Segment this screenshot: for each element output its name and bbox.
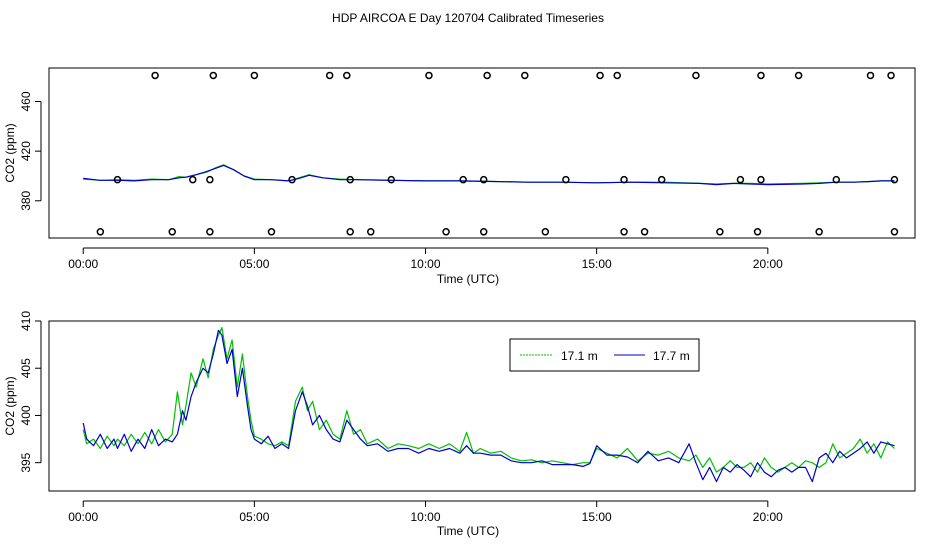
top-flag-marker-mid-row <box>479 175 488 184</box>
top-y-axis-label: CO2 (ppm) <box>3 123 17 182</box>
top-flag-marker-high-row <box>250 71 259 80</box>
legend-label-17-1m: 17.1 m <box>561 349 598 363</box>
bottom-y-tick-label: 410 <box>19 311 33 331</box>
bottom-x-axis-label: Time (UTC) <box>437 524 499 538</box>
bottom-x-tick-label: 00:00 <box>68 510 98 524</box>
bottom-y-tick-label: 395 <box>19 452 33 472</box>
top-flag-marker-high-row <box>794 71 803 80</box>
top-x-axis-label: Time (UTC) <box>437 272 499 286</box>
top-flag-marker-high-row <box>483 71 491 80</box>
top-flag-marker-mid-row <box>113 175 122 184</box>
bottom-plot-frame <box>48 320 916 492</box>
chart-title: HDP AIRCOA E Day 120704 Calibrated Times… <box>332 11 604 25</box>
top-y-tick-label: 460 <box>19 91 33 111</box>
top-flag-marker-high-row <box>425 71 433 80</box>
bottom-x-tick-label: 15:00 <box>582 510 612 524</box>
top-flag-marker-low-row <box>479 228 488 236</box>
top-flag-marker-mid-row <box>832 175 841 184</box>
bottom-y-tick-label: 400 <box>19 405 33 425</box>
top-flag-marker-mid-row <box>657 175 666 184</box>
top-flag-marker-mid-row <box>206 175 214 184</box>
top-plot-area <box>83 71 899 236</box>
top-flag-marker-low-row <box>541 228 550 236</box>
legend: 17.1 m 17.7 m <box>509 338 700 372</box>
top-flag-marker-low-row <box>753 228 762 236</box>
top-flag-marker-high-row <box>151 71 159 80</box>
top-flag-marker-mid-row <box>288 175 296 184</box>
top-x-tick-label: 10:00 <box>411 257 441 271</box>
bottom-series-line-17-7-m <box>82 329 895 483</box>
top-flag-marker-high-row <box>325 71 334 80</box>
top-flag-marker-high-row <box>521 71 529 80</box>
top-flag-marker-mid-row <box>890 175 899 184</box>
top-y-tick-label: 420 <box>19 141 33 161</box>
legend-label-17-7m: 17.7 m <box>653 349 690 363</box>
bottom-plot-area <box>82 327 895 483</box>
top-flag-marker-low-row <box>890 228 899 236</box>
top-flag-marker-high-row <box>209 71 218 80</box>
top-plot-frame <box>48 67 916 239</box>
bottom-y-tick-label: 405 <box>19 358 33 378</box>
top-x-tick-label: 00:00 <box>68 257 98 271</box>
top-flag-marker-mid-row <box>387 175 396 184</box>
top-flag-marker-low-row <box>367 228 375 236</box>
top-flag-marker-mid-row <box>620 175 628 184</box>
top-x-tick-label: 15:00 <box>582 257 612 271</box>
bottom-series-line-17-1-m <box>82 327 895 473</box>
top-x-tick-label: 05:00 <box>239 257 269 271</box>
top-flag-marker-mid-row <box>459 175 467 184</box>
top-flag-marker-low-row <box>267 228 276 236</box>
top-flag-marker-high-row <box>757 71 765 80</box>
top-x-tick-label: 20:00 <box>753 257 783 271</box>
top-flag-marker-mid-row <box>346 175 354 184</box>
top-flag-marker-low-row <box>96 228 105 236</box>
top-flag-marker-high-row <box>692 71 700 80</box>
top-flag-marker-mid-row <box>757 175 765 184</box>
top-flag-marker-low-row <box>346 228 354 236</box>
top-flag-marker-high-row <box>866 71 875 80</box>
bottom-x-tick-label: 20:00 <box>753 510 783 524</box>
top-flag-marker-high-row <box>887 71 895 80</box>
top-flag-marker-high-row <box>613 71 621 80</box>
bottom-x-tick-label: 10:00 <box>411 510 441 524</box>
top-flag-marker-mid-row <box>189 175 197 184</box>
top-flag-marker-low-row <box>620 228 628 236</box>
top-flag-marker-low-row <box>206 228 214 236</box>
top-flag-marker-high-row <box>596 71 604 80</box>
top-flag-marker-low-row <box>168 228 176 236</box>
top-flag-marker-mid-row <box>736 175 745 184</box>
bottom-x-tick-label: 05:00 <box>239 510 269 524</box>
bottom-y-axis-label: CO2 (ppm) <box>3 376 17 435</box>
top-flag-marker-low-row <box>815 228 823 236</box>
top-flag-marker-low-row <box>442 228 450 236</box>
top-flag-marker-low-row <box>640 228 649 236</box>
top-series-line-17-7-m <box>83 164 895 186</box>
top-y-tick-label: 380 <box>19 190 33 210</box>
top-flag-marker-low-row <box>716 228 724 236</box>
top-flag-marker-high-row <box>343 71 351 80</box>
top-flag-marker-mid-row <box>562 175 570 184</box>
